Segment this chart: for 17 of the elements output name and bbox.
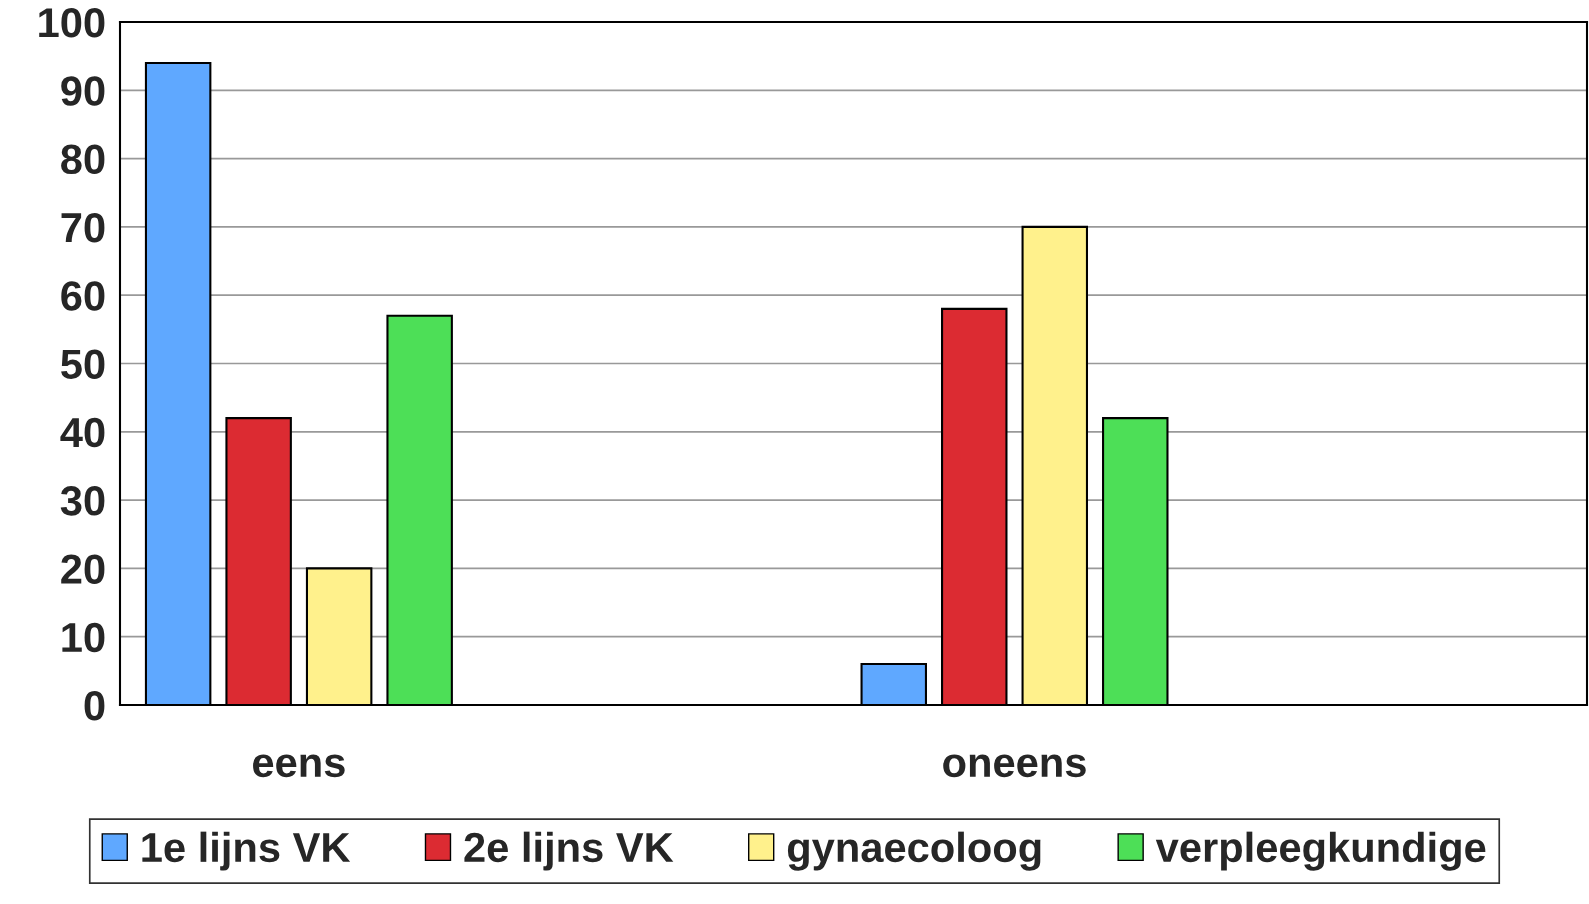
legend-label: 2e lijns VK (464, 831, 674, 871)
y-tick-label: 80 (61, 144, 105, 175)
y-tick-label: 60 (61, 281, 105, 311)
legend-label: 1e lijns VK (142, 831, 351, 871)
y-tick-label: 40 (60, 417, 105, 448)
x-tick-label: oneens (943, 754, 1086, 778)
y-tick-label: 10 (62, 622, 105, 653)
y-tick-label: 100 (39, 8, 105, 38)
y-tick-label: 20 (61, 554, 105, 584)
y-tick-label: 0 (84, 691, 105, 721)
legend-label: verpleegkundige (1155, 831, 1486, 871)
y-tick-label: 70 (61, 212, 105, 243)
legend-label: gynaecoloog (787, 831, 1041, 871)
y-tick-label: 50 (61, 349, 105, 380)
y-tick-label: 30 (60, 486, 105, 516)
y-tick-label: 90 (61, 76, 105, 106)
x-tick-label: eens (253, 754, 345, 778)
